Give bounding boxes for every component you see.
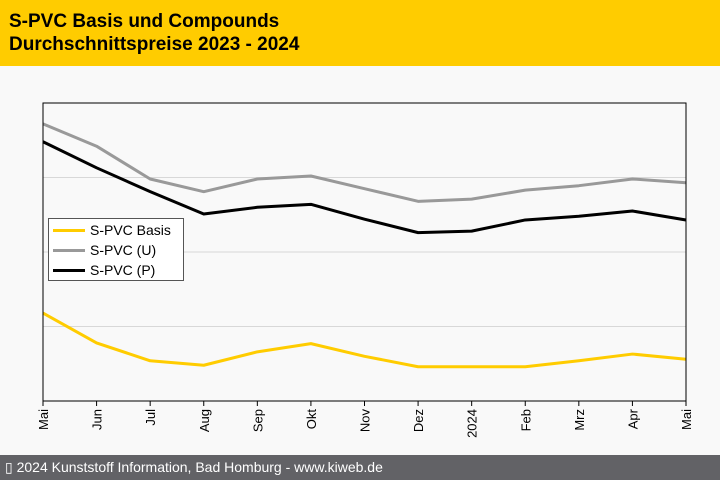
x-tick-label: Mrz: [572, 409, 587, 431]
x-tick-label: Jun: [90, 409, 105, 430]
page-title: S-PVC Basis und Compounds Durchschnittsp…: [9, 10, 299, 56]
x-tick-label: Nov: [358, 409, 373, 433]
x-tick-label: Sep: [250, 409, 265, 432]
title-line-2: Durchschnittspreise 2023 - 2024: [9, 34, 300, 55]
x-tick-label: Okt: [304, 409, 319, 430]
x-tick-label: Aug: [197, 409, 212, 432]
legend-swatch: [53, 229, 85, 232]
x-tick-label: Apr: [625, 408, 640, 429]
x-tick-label: Feb: [518, 409, 533, 431]
series-line-0: [42, 311, 687, 369]
x-tick-label: Jul: [143, 409, 158, 426]
series-line-1: [42, 122, 687, 203]
footer-copyright: ▯ 2024 Kunststoff Information, Bad Hombu…: [0, 455, 720, 480]
legend-label: S-PVC (U): [90, 242, 157, 258]
title-line-1: S-PVC Basis und Compounds: [9, 11, 280, 32]
legend-label: S-PVC Basis: [90, 222, 171, 238]
header: S-PVC Basis und Compounds Durchschnittsp…: [0, 0, 720, 66]
legend: S-PVC Basis S-PVC (U) S-PVC (P): [48, 218, 184, 281]
series-line-2: [42, 140, 687, 235]
legend-swatch: [53, 249, 85, 252]
x-tick-label: Dez: [411, 409, 426, 432]
x-tick-label: Mai: [36, 409, 51, 430]
legend-label: S-PVC (P): [90, 262, 156, 278]
legend-swatch: [53, 269, 85, 272]
x-tick-label: 2024: [465, 409, 480, 438]
x-tick-label: Mai: [679, 409, 694, 430]
